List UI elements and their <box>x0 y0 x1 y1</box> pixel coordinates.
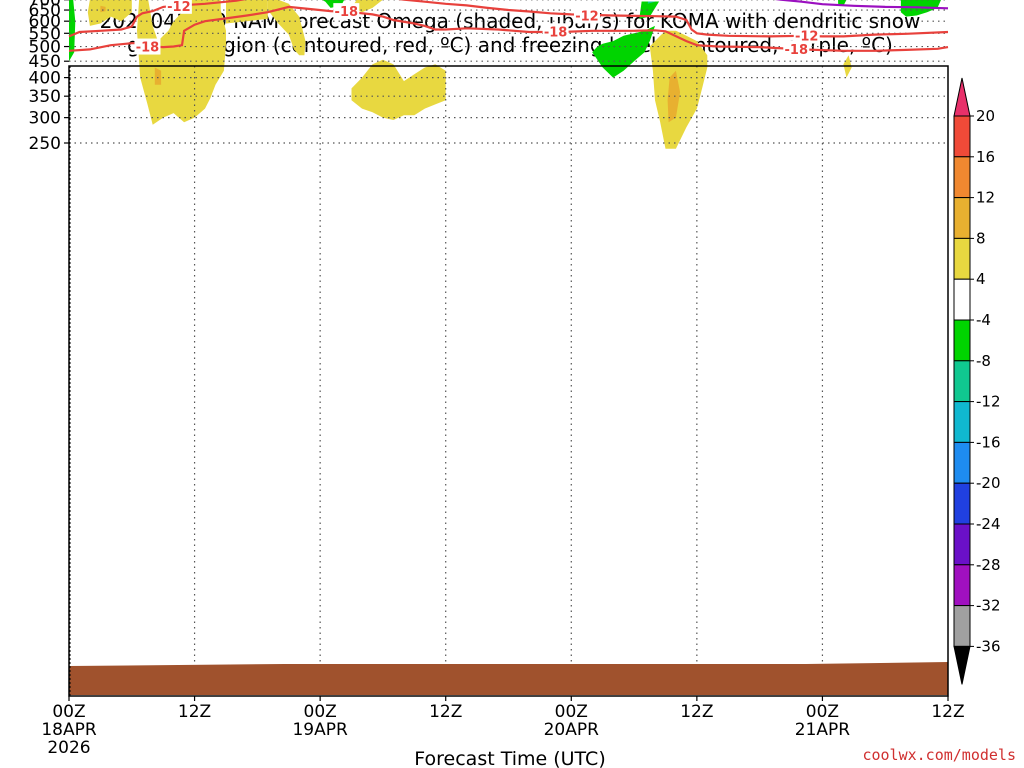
y-tick-label-400: 400 <box>29 69 61 89</box>
red-contour-label-4-bg <box>165 0 192 14</box>
red-contour-line-4 <box>68 0 949 38</box>
y-tick-label-650: 650 <box>29 1 61 21</box>
colorbar-swatch-2 <box>953 156 971 199</box>
colorbar-swatch-8 <box>953 401 971 443</box>
red-contour-label-0: -18 <box>136 41 160 56</box>
y-tick-label-350: 350 <box>29 87 61 107</box>
omega-region-orange-core-1 <box>154 67 162 85</box>
omega-region-green-left-edge <box>69 0 76 62</box>
colorbar-swatch-12 <box>953 564 971 607</box>
colorbar-bottom-arrow <box>953 645 971 685</box>
colorbar-swatch-5 <box>953 278 971 321</box>
colorbar-swatch-3 <box>953 197 971 239</box>
x-date-label-0: 18APR <box>41 720 97 740</box>
x-date-label-48: 20APR <box>544 720 600 740</box>
omega-region-green-col-4 <box>639 0 661 19</box>
colorbar-swatch-6 <box>953 319 971 362</box>
colorbar-swatch-10 <box>953 482 971 525</box>
x-tick-label-0: 00Z <box>52 702 85 722</box>
y-tick-label-700: 700 <box>29 0 61 11</box>
y-tick-label-250: 250 <box>29 134 61 154</box>
x-tick-label-24: 00Z <box>304 702 337 722</box>
omega-region-green-col-3 <box>592 25 655 78</box>
red-contour-label-5-bg <box>573 7 600 24</box>
colorbar-swatch-11 <box>953 523 971 566</box>
x-year-label-0: 2026 <box>47 738 90 758</box>
colorbar-label-12: -32 <box>976 597 1001 615</box>
x-date-label-24: 19APR <box>292 720 348 740</box>
x-tick-label-12: 12Z <box>178 702 211 722</box>
plot-frame <box>68 65 949 697</box>
plot-area: -18-18-18-18-12-12-120002503003504004505… <box>29 0 1001 758</box>
x-date-label-72: 21APR <box>795 720 851 740</box>
colorbar-swatch-4 <box>953 237 971 280</box>
colorbar-label-10: -24 <box>976 515 1001 533</box>
y-tick-label-550: 550 <box>29 24 61 44</box>
colorbar-swatch-13 <box>953 605 971 647</box>
colorbar-label-4: 4 <box>976 270 986 288</box>
red-contour-label-2-bg <box>542 23 569 40</box>
colorbar-swatch-1 <box>953 115 971 158</box>
colorbar-label-3: 8 <box>976 229 986 247</box>
red-contour-label-2: -18 <box>544 25 568 40</box>
colorbar-label-1: 16 <box>976 148 995 166</box>
ground-terrain <box>69 662 948 695</box>
red-contour-label-6: -12 <box>795 30 819 45</box>
colorbar-label-2: 12 <box>976 189 995 207</box>
x-tick-label-72: 00Z <box>806 702 839 722</box>
x-tick-label-84: 12Z <box>931 702 964 722</box>
red-contour-line-0 <box>68 5 949 52</box>
colorbar-label-6: -8 <box>976 352 991 370</box>
colorbar-label-8: -16 <box>976 433 1001 451</box>
red-contour-label-3: -18 <box>785 43 809 58</box>
red-contour-label-1-bg <box>333 3 360 20</box>
red-contour-label-6-bg <box>793 27 820 44</box>
colorbar-label-7: -12 <box>976 393 1001 411</box>
omega-region-yellow-low-1 <box>87 0 132 26</box>
purple-contour-label-2-bg <box>636 0 663 2</box>
colorbar-swatch-7 <box>953 360 971 403</box>
colorbar-label-0: 20 <box>976 107 995 125</box>
x-tick-label-60: 12Z <box>680 702 713 722</box>
red-contour-label-1: -18 <box>335 5 359 20</box>
plot-background <box>69 66 948 696</box>
red-contour-label-0-bg <box>134 38 161 55</box>
colorbar-top-arrow <box>953 77 971 117</box>
red-contour-label-4: -12 <box>167 0 191 15</box>
omega-region-yellow-mid-1 <box>267 0 306 56</box>
y-tick-label-500: 500 <box>29 38 61 58</box>
colorbar-swatch-9 <box>953 441 971 484</box>
colorbar-label-9: -20 <box>976 474 1001 492</box>
credit-text: coolwx.com/models <box>862 746 1016 764</box>
colorbar: 20 16 12 8 4 -4 -8 -12 -16 -20 -24 -28 -32 -36 <box>953 77 1001 685</box>
x-tick-label-48: 00Z <box>555 702 588 722</box>
purple-contour-label-2: 0 <box>645 0 654 3</box>
red-contour-label-3-bg <box>783 40 810 57</box>
colorbar-label-13: -36 <box>976 637 1001 655</box>
y-tick-label-750: 750 <box>29 0 61 1</box>
red-contour-label-5: -12 <box>575 10 599 25</box>
colorbar-label-5: -4 <box>976 311 991 329</box>
omega-region-orange-core-3 <box>667 70 681 123</box>
omega-region-yellow-upper-1 <box>351 59 446 120</box>
y-tick-label-300: 300 <box>29 109 61 129</box>
y-tick-label-600: 600 <box>29 12 61 32</box>
colorbar-label-11: -28 <box>976 556 1001 574</box>
y-tick-label-450: 450 <box>29 52 61 72</box>
x-tick-label-36: 12Z <box>429 702 462 722</box>
omega-region-orange-core-2 <box>100 5 106 13</box>
omega-region-yellow-plume-1 <box>137 0 226 125</box>
x-axis-label: Forecast Time (UTC) <box>414 748 605 768</box>
